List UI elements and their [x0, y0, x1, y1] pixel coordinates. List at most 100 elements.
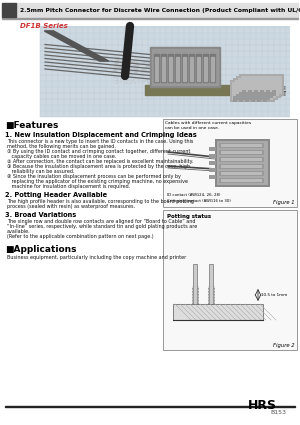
Bar — [266, 90, 270, 96]
Bar — [2, 18, 298, 19]
Bar — [176, 57, 179, 81]
Bar — [219, 171, 264, 176]
Text: 10.5 to 1mm: 10.5 to 1mm — [261, 293, 287, 297]
Bar — [241, 76, 282, 94]
Bar — [269, 92, 273, 98]
Bar — [189, 54, 194, 82]
Bar — [245, 92, 249, 98]
Text: ID contact (AWG24, 26, 28): ID contact (AWG24, 26, 28) — [167, 193, 220, 197]
Bar — [209, 264, 213, 304]
Text: replacing the applicator of the existing crimping machine, no expensive: replacing the applicator of the existing… — [7, 179, 188, 184]
Text: method, the following merits can be gained.: method, the following merits can be gain… — [7, 144, 116, 149]
Bar — [257, 92, 261, 98]
Bar — [257, 96, 261, 102]
Text: ② After connection, the contact can be replaced is excellent maintainability.: ② After connection, the contact can be r… — [7, 159, 193, 164]
Bar — [190, 57, 193, 81]
Text: The single row and double row contacts are aligned for “Board to Cable” and: The single row and double row contacts a… — [7, 219, 196, 224]
Bar — [251, 92, 255, 98]
Bar — [219, 178, 264, 183]
Text: 1. New Insulation Displacement and Crimping Ideas: 1. New Insulation Displacement and Crimp… — [5, 132, 197, 138]
Bar — [209, 147, 216, 151]
Bar — [182, 54, 187, 82]
Bar — [263, 92, 267, 98]
Bar — [242, 94, 246, 100]
Bar — [232, 82, 273, 100]
Bar — [193, 264, 197, 304]
Bar — [239, 74, 284, 96]
Text: available.: available. — [7, 229, 31, 234]
Bar — [197, 57, 200, 81]
Bar — [219, 157, 264, 162]
Text: Potting status: Potting status — [167, 214, 211, 219]
Bar — [248, 90, 252, 96]
Bar — [221, 179, 262, 182]
Bar — [233, 78, 278, 100]
Bar — [155, 57, 158, 81]
Bar — [203, 54, 208, 82]
Bar — [217, 141, 268, 185]
Bar — [173, 304, 263, 320]
Bar — [251, 96, 255, 102]
Bar — [150, 47, 220, 87]
Bar — [236, 76, 281, 98]
Text: ④ Since the insulation displacement process can be performed only by: ④ Since the insulation displacement proc… — [7, 174, 181, 179]
Text: 2. Potting Header Available: 2. Potting Header Available — [5, 192, 107, 198]
Bar — [260, 90, 264, 96]
Bar — [204, 57, 207, 81]
Bar — [221, 165, 262, 168]
Bar — [238, 78, 279, 96]
Bar — [266, 94, 270, 100]
Bar — [272, 90, 276, 96]
Bar — [152, 49, 218, 85]
Bar — [254, 90, 258, 96]
Bar — [239, 96, 243, 102]
Bar — [263, 96, 267, 102]
Bar — [163, 119, 297, 207]
Bar — [221, 172, 262, 175]
Bar — [211, 57, 214, 81]
Bar — [209, 154, 216, 158]
Bar — [209, 161, 216, 165]
Bar — [175, 54, 180, 82]
Bar — [239, 92, 243, 98]
Text: Figure 1: Figure 1 — [273, 200, 295, 205]
Text: kazus.ru: kazus.ru — [111, 57, 219, 76]
Text: machine for insulation displacement is required.: machine for insulation displacement is r… — [7, 184, 130, 189]
Bar — [219, 164, 264, 169]
Bar — [221, 144, 262, 147]
Text: ① By using the ID contact and crimping contact together, different current: ① By using the ID contact and crimping c… — [7, 149, 190, 154]
Bar — [260, 94, 264, 100]
Bar — [163, 210, 297, 350]
Text: 3. Broad Variations: 3. Broad Variations — [5, 212, 76, 218]
Bar — [169, 57, 172, 81]
Bar — [161, 54, 166, 82]
Bar — [221, 158, 262, 161]
Text: Figure 2: Figure 2 — [273, 343, 295, 348]
Text: Crimping contact (AWG16 to 30): Crimping contact (AWG16 to 30) — [167, 199, 231, 203]
Text: 2.5mm Pitch Connector for Discrete Wire Connection (Product Compliant with UL/CS: 2.5mm Pitch Connector for Discrete Wire … — [20, 8, 300, 12]
Bar — [209, 175, 216, 179]
Bar — [245, 96, 249, 102]
Bar — [154, 54, 159, 82]
Text: HRS: HRS — [248, 399, 277, 412]
Text: Business equipment, particularly including the copy machine and printer: Business equipment, particularly includi… — [7, 255, 186, 260]
Bar — [210, 54, 215, 82]
Text: B153: B153 — [270, 410, 286, 415]
Bar — [183, 57, 186, 81]
Bar — [196, 54, 201, 82]
Bar — [168, 54, 173, 82]
Bar — [16, 3, 298, 17]
Bar — [254, 94, 258, 100]
Bar — [219, 143, 264, 148]
Bar — [242, 90, 246, 96]
Text: (Refer to the applicable combination pattern on next page.): (Refer to the applicable combination pat… — [7, 234, 154, 239]
Text: ■Applications: ■Applications — [5, 245, 76, 254]
Bar — [235, 80, 276, 98]
Bar — [2, 3, 16, 17]
Text: capacity cables can be moved in one case.: capacity cables can be moved in one case… — [7, 154, 116, 159]
Text: ■Features: ■Features — [5, 121, 58, 130]
Text: ③ Because the insulation displacement area is protected by the case, high: ③ Because the insulation displacement ar… — [7, 164, 190, 169]
Bar — [221, 151, 262, 154]
Bar — [215, 139, 270, 187]
Text: can be used in one case.: can be used in one case. — [165, 126, 219, 130]
